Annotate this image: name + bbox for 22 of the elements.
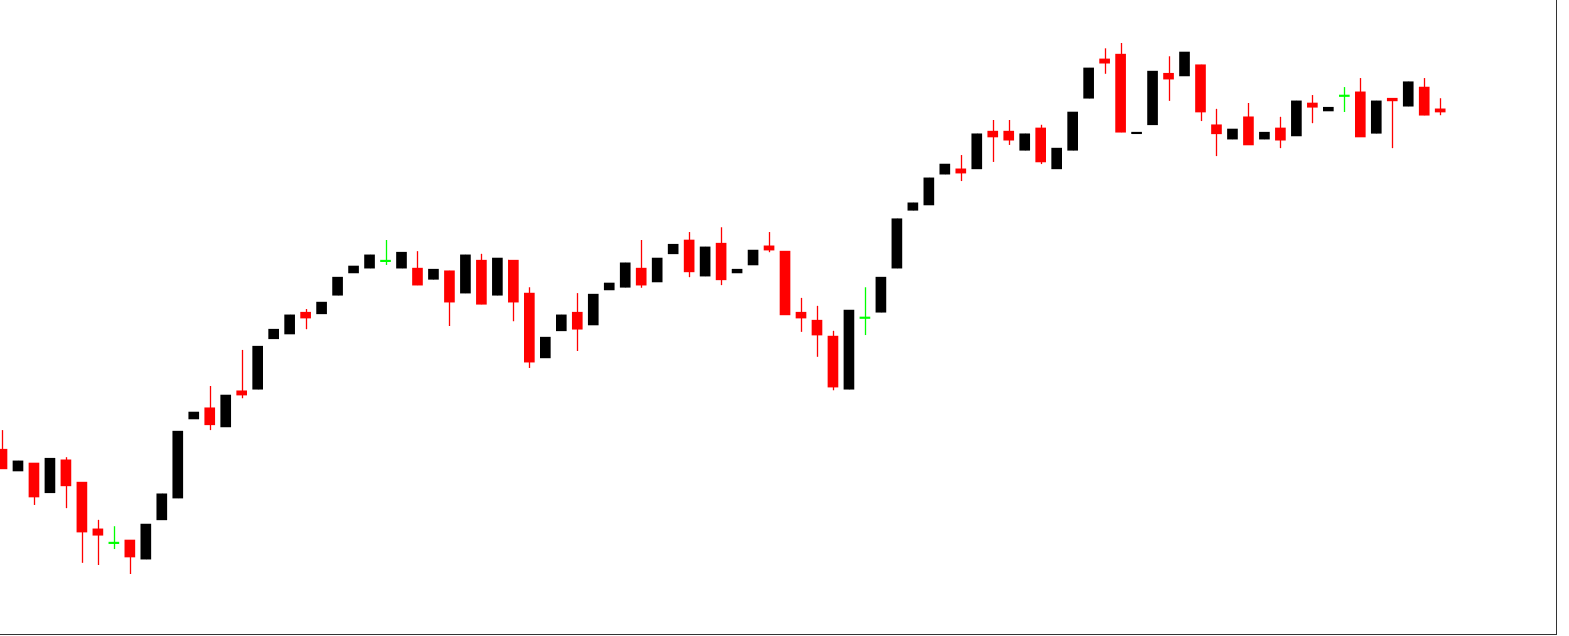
candlestick: [300, 308, 311, 330]
candlestick: [236, 349, 248, 399]
candlestick: [124, 539, 136, 575]
candlestick: [571, 292, 583, 352]
candlestick: [332, 276, 343, 296]
candlestick: [1163, 55, 1174, 102]
candlestick: [1211, 108, 1222, 157]
candlestick: [987, 119, 999, 163]
candlestick: [380, 239, 391, 266]
candlestick: [1386, 97, 1398, 149]
candlestick: [92, 519, 104, 566]
candlestick: [1307, 94, 1318, 124]
candlestick: [204, 385, 216, 431]
candlestick: [539, 336, 551, 359]
candlestick: [412, 250, 423, 286]
candlestick: [1051, 147, 1063, 170]
candlestick: [1099, 47, 1110, 75]
candlestick: [635, 239, 647, 289]
candlestick: [1275, 116, 1286, 149]
candlestick: [1003, 119, 1015, 146]
candlestick: [1338, 86, 1350, 113]
candlestick: [811, 305, 823, 358]
